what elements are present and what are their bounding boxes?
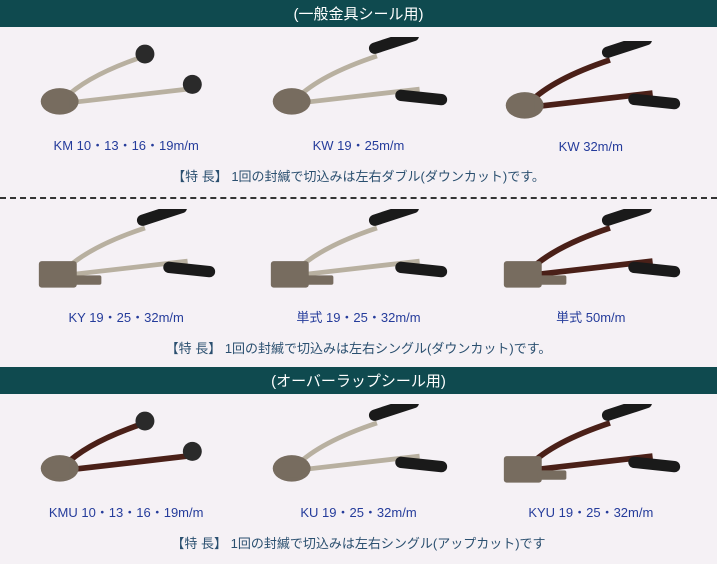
section-header: (一般金具シール用) <box>0 0 717 27</box>
tool-illustration <box>31 404 221 494</box>
product-cell: KMU 10・13・16・19m/m <box>10 404 242 521</box>
tool-illustration <box>496 41 686 131</box>
product-cell: 単式 50m/m <box>475 209 707 326</box>
product-cell: KM 10・13・16・19m/m <box>10 37 242 154</box>
product-label: KM 10・13・16・19m/m <box>54 135 199 154</box>
feature-label: 【特 長】 <box>166 341 222 356</box>
product-cell: KYU 19・25・32m/m <box>475 404 707 521</box>
feature-line: 【特 長】 1回の封緘で切込みは左右ダブル(ダウンカット)です。 <box>0 160 717 195</box>
product-row: KM 10・13・16・19m/m KW 19・25m/m KW 32m/m <box>0 27 717 160</box>
product-cell: KY 19・25・32m/m <box>10 209 242 326</box>
product-label: KY 19・25・32m/m <box>68 307 183 326</box>
feature-text: 1回の封緘で切込みは左右シングル(ダウンカット)です。 <box>221 341 551 356</box>
product-label: KMU 10・13・16・19m/m <box>49 502 204 521</box>
tool-illustration <box>263 37 453 127</box>
tool-illustration <box>263 209 453 299</box>
section-header: (オーバーラップシール用) <box>0 367 717 394</box>
feature-label: 【特 長】 <box>172 169 228 184</box>
tool-illustration <box>31 37 221 127</box>
feature-label: 【特 長】 <box>171 536 227 551</box>
feature-text: 1回の封緘で切込みは左右ダブル(ダウンカット)です。 <box>228 169 545 184</box>
feature-line: 【特 長】 1回の封緘で切込みは左右シングル(アップカット)です <box>0 527 717 562</box>
tool-illustration <box>496 404 686 494</box>
tool-illustration <box>31 209 221 299</box>
tool-illustration <box>263 404 453 494</box>
product-label: KU 19・25・32m/m <box>300 502 416 521</box>
product-cell: 単式 19・25・32m/m <box>242 209 474 326</box>
product-label: 単式 50m/m <box>556 307 625 326</box>
tool-illustration <box>496 209 686 299</box>
product-row: KY 19・25・32m/m 単式 19・25・32m/m 単式 50m/m <box>0 199 717 332</box>
product-cell: KW 32m/m <box>475 41 707 154</box>
product-label: KW 32m/m <box>559 139 623 154</box>
product-label: KW 19・25m/m <box>313 135 405 154</box>
feature-line: 【特 長】 1回の封緘で切込みは左右シングル(ダウンカット)です。 <box>0 332 717 367</box>
product-cell: KW 19・25m/m <box>242 37 474 154</box>
product-row: KMU 10・13・16・19m/m KU 19・25・32m/m KYU 19・2… <box>0 394 717 527</box>
product-label: KYU 19・25・32m/m <box>528 502 653 521</box>
product-label: 単式 19・25・32m/m <box>296 307 420 326</box>
product-cell: KU 19・25・32m/m <box>242 404 474 521</box>
feature-text: 1回の封緘で切込みは左右シングル(アップカット)です <box>227 536 546 551</box>
